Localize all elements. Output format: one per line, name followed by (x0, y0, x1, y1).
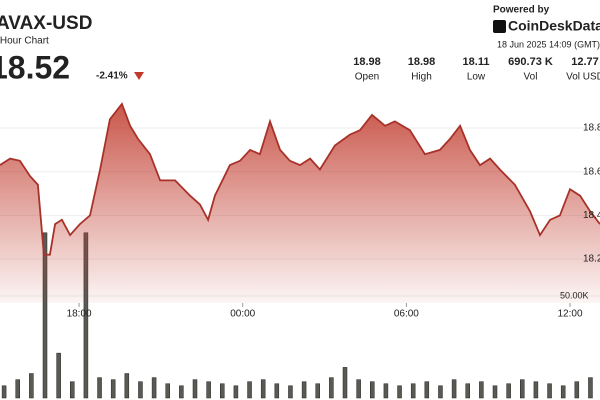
volume-bar (315, 383, 320, 399)
y2-tick-label: 50.00K (560, 290, 589, 300)
volume-bar (451, 379, 457, 399)
volume-bar (465, 383, 470, 399)
down-arrow (134, 72, 144, 80)
volume-bar (288, 385, 293, 399)
powered-by: Powered by (493, 5, 550, 16)
volume-bar (383, 383, 389, 399)
change: -2.41% (96, 71, 128, 82)
volume-bar (547, 383, 552, 399)
volume-bar (1, 385, 7, 399)
volume-bar (110, 379, 116, 399)
volume-bar (233, 385, 239, 399)
volume-bar (588, 377, 593, 399)
timestamp: 18 Jun 2025 14:09 (GMT) (497, 39, 600, 49)
volume-bar (206, 381, 211, 399)
price-area (0, 104, 600, 303)
volume-bar (42, 232, 48, 399)
volume-bar (192, 379, 198, 399)
volume-bar (533, 381, 539, 399)
volume-bar (424, 381, 430, 399)
volume-bar (342, 367, 348, 399)
volume-bar (438, 385, 443, 399)
volume-bar (492, 385, 498, 399)
x-tick-label: 06:00 (394, 309, 419, 320)
volume-bar (56, 352, 61, 399)
volume-bar (329, 377, 334, 399)
volume-bar (520, 379, 525, 399)
plot (0, 102, 600, 399)
volume-bar (274, 383, 280, 399)
x-tick-label: 12:00 (557, 309, 582, 320)
stat-label: High (411, 72, 432, 83)
stat-value: 18.98 (353, 56, 381, 68)
volume-bar (29, 373, 34, 399)
price-line (0, 102, 600, 256)
y-tick-label: 18.6 (583, 166, 600, 177)
x-tick-label: 18:00 (67, 309, 92, 320)
volume-bar (506, 383, 511, 399)
volume-bar (97, 377, 102, 399)
volume-bar (165, 383, 170, 399)
volume-bar (179, 385, 184, 399)
volume-bar (138, 381, 143, 399)
volume-bar (220, 383, 225, 399)
x-tick-label: 00:00 (230, 309, 255, 320)
volume-bar (247, 381, 252, 399)
brand-logo (493, 20, 506, 33)
chart-title: AVAX-USD (0, 13, 92, 34)
stat-label: Vol (524, 72, 538, 83)
volume-bar (260, 379, 266, 399)
stat-label: Open (355, 72, 379, 83)
price: 18.52 (0, 49, 70, 85)
volume-bar (70, 381, 75, 399)
volume-bar (124, 373, 130, 399)
volume-bar (356, 379, 361, 399)
y-tick-label: 18.8 (583, 123, 600, 134)
volume-bar (479, 381, 484, 399)
volume-bar (151, 377, 157, 399)
volume-bar (301, 381, 307, 399)
volume-bar (370, 381, 375, 399)
stat-value: 18.98 (408, 56, 436, 68)
stat-label: Low (467, 72, 486, 83)
volume-bar (560, 385, 566, 399)
stat-value: 18.11 (463, 56, 490, 68)
chart-subtitle: 24 Hour Chart (0, 36, 49, 47)
volume-bar (410, 383, 416, 399)
stat-label: Vol USD (566, 72, 600, 83)
brand: CoinDeskData (508, 18, 600, 34)
y-tick-label: 18.2 (583, 254, 600, 265)
stat-value: 12.77 (571, 56, 599, 68)
stat-value: 690.73 K (508, 56, 553, 68)
volume-bar (15, 379, 20, 399)
volume-bar (574, 381, 580, 399)
y-tick-label: 18.4 (583, 210, 600, 221)
volume-bar (397, 385, 402, 399)
